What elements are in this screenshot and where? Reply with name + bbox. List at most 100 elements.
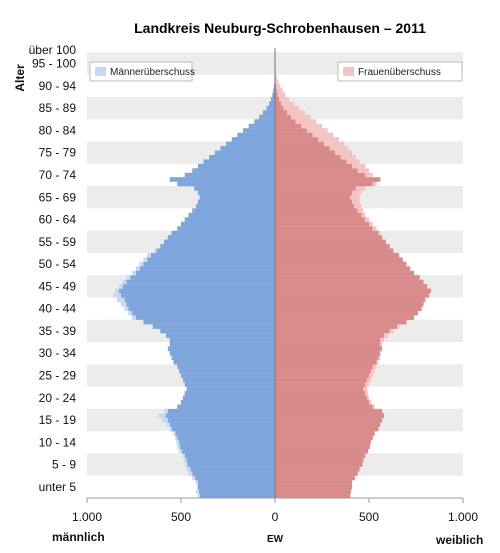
female-surplus-bar [283,105,300,111]
female-bar [275,235,383,240]
age-group-label: 65 - 69 [39,190,77,204]
x-tick-label: 0 [272,510,279,524]
female-surplus-bar [357,208,364,214]
female-bar [275,355,379,361]
female-surplus-bar [372,404,375,410]
age-group-label: 20 - 24 [39,391,77,405]
male-bar [192,168,275,173]
male-bar [165,413,275,418]
male-bar [126,279,275,285]
female-surplus-bar [372,364,377,369]
male-bar [203,159,275,164]
legend-male-swatch [95,67,106,76]
female-surplus-bar [352,163,366,169]
female-bar [275,123,302,129]
female-bar [275,457,364,463]
male-bar [164,239,275,245]
female-bar [275,337,381,343]
female-bar [275,257,403,263]
female-bar [275,261,407,267]
male-bar [248,123,275,129]
female-bar [275,110,288,115]
age-group-label: 50 - 54 [39,257,77,271]
male-surplus-bar [154,248,157,254]
chart-title: Landkreis Neuburg-Schrobenhausen – 2011 [134,20,426,36]
female-bar [275,137,319,142]
female-bar [275,186,356,191]
male-surplus-bar [173,431,176,436]
female-bar [275,431,375,436]
female-surplus-bar [376,359,379,365]
male-surplus-bar [143,257,148,263]
female-bar [275,306,422,312]
age-group-label: 15 - 19 [39,413,77,427]
male-bar [179,368,275,374]
male-bar [167,235,275,240]
male-bar [169,350,275,356]
female-bar [275,284,428,289]
male-bar [181,399,275,405]
female-bar [275,92,278,98]
female-bar [275,426,379,432]
male-surplus-bar [179,448,182,454]
female-bar [275,163,353,169]
legend-male-label: Männerüberschuss [110,67,195,78]
female-bar [275,217,366,222]
female-surplus-bar [340,154,356,160]
male-bar [118,288,276,294]
male-bar [181,448,275,454]
male-bar [198,489,275,494]
female-bar [275,150,336,156]
legend-female: Frauenüberschuss [337,61,463,82]
female-bar [275,435,373,441]
male-surplus-bar [188,471,193,476]
male-bar [171,230,275,236]
female-surplus-bar [279,97,290,102]
female-bar [275,97,280,102]
y-axis-label: Alter [13,64,27,92]
male-bar [179,440,275,445]
female-bar [275,310,418,316]
female-bar [275,83,277,89]
female-surplus-bar [287,110,306,115]
female-bar [275,181,373,187]
female-bar [275,248,394,254]
male-surplus-bar [197,493,200,499]
male-surplus-bar [135,266,140,271]
female-bar [275,350,381,356]
female-surplus-bar [370,368,375,374]
male-bar [272,92,275,98]
male-bar [169,177,275,182]
female-surplus-bar [346,159,360,164]
male-bar [160,328,275,334]
male-bar [143,261,275,267]
female-bar [275,324,398,329]
male-surplus-bar [182,453,185,459]
male-bar [197,190,275,196]
male-surplus-bar [164,408,168,414]
male-bar [243,128,275,133]
female-surplus-bar [365,217,369,222]
male-surplus-bar [176,440,180,445]
female-surplus-bar [365,382,369,387]
female-bar [275,364,373,369]
female-surplus-bar [380,337,385,343]
male-bar [167,346,275,352]
female-surplus-bar [389,328,394,334]
male-surplus-bar [113,293,121,298]
male-surplus-bar [162,417,168,423]
legend-male-box [89,61,193,82]
x-axis-label: EW [267,534,284,545]
female-surplus-bar [281,101,294,107]
female-bar [275,239,386,245]
age-group-label: 95 - 100 [32,57,76,71]
female-bar [275,475,355,481]
female-bar [275,297,426,303]
male-bar [182,395,275,401]
male-bar [190,466,275,472]
male-bar [120,293,275,298]
male-surplus-bar [184,462,188,467]
legend-female-label: Frauenüberschuss [358,67,441,78]
male-bar [147,257,275,263]
male-bar [177,181,275,187]
